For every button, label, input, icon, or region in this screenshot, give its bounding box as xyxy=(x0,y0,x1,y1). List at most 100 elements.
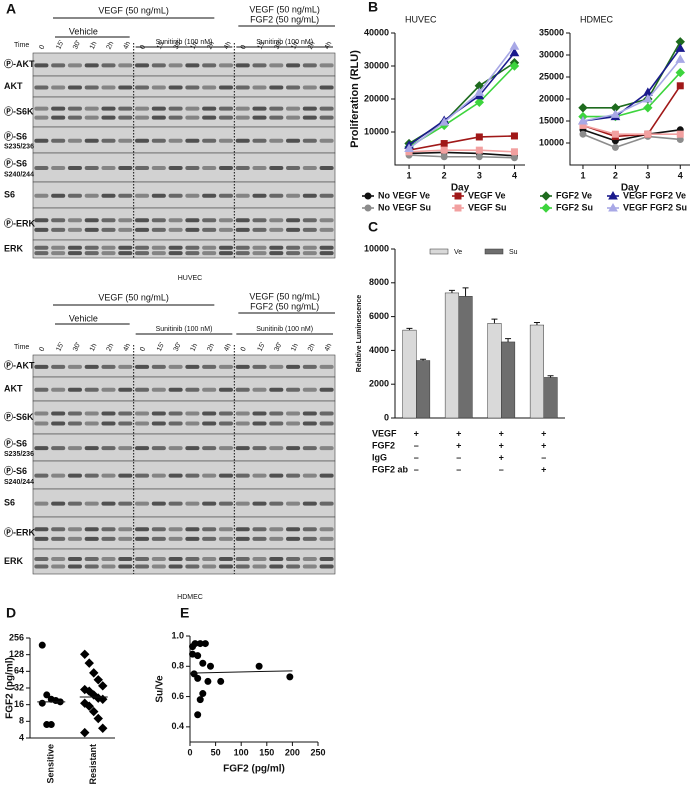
blot-band xyxy=(51,473,66,478)
blot-band xyxy=(286,473,301,478)
marker xyxy=(194,711,202,719)
blot-band xyxy=(185,138,200,143)
condition-label: VEGF xyxy=(372,428,397,438)
blot-band xyxy=(269,63,284,68)
x-axis-label: FGF2 (pg/ml) xyxy=(223,764,285,775)
bar xyxy=(458,296,473,419)
series-line xyxy=(408,135,515,151)
lane-label: 0 xyxy=(240,44,248,51)
blot-band xyxy=(168,364,183,369)
row-label: Ⓟ-S6K xyxy=(4,105,34,116)
blot-band xyxy=(269,536,284,541)
blot-band xyxy=(185,63,200,68)
blot-band xyxy=(168,536,183,541)
blot-band xyxy=(118,245,133,250)
series-line xyxy=(408,45,516,150)
blot-band xyxy=(151,501,166,506)
y-tick-label: 6000 xyxy=(369,311,389,321)
blot-band xyxy=(202,446,217,451)
marker xyxy=(194,652,202,660)
blot-band xyxy=(84,473,99,478)
blot-band xyxy=(302,245,317,250)
blot-band xyxy=(118,564,133,569)
marker xyxy=(80,684,90,695)
blot-band xyxy=(51,106,66,111)
blot-row xyxy=(32,376,336,402)
marker xyxy=(510,148,518,156)
blot-band xyxy=(252,364,267,369)
blot-band xyxy=(185,557,200,561)
blot-band xyxy=(168,63,183,68)
blot-band xyxy=(67,387,82,392)
blot-band xyxy=(67,218,82,223)
blot-band xyxy=(269,364,284,369)
blot-band xyxy=(151,564,166,569)
marker xyxy=(642,93,653,103)
series-line xyxy=(582,133,681,149)
blot-band xyxy=(235,193,250,198)
blot-band xyxy=(319,63,334,68)
blot-band xyxy=(269,115,284,120)
blot-band xyxy=(135,245,150,250)
blot-band xyxy=(168,193,183,198)
lane-label: 1h xyxy=(89,41,99,51)
blot-band xyxy=(51,411,66,416)
blot-band xyxy=(67,557,82,561)
blot-band xyxy=(185,218,200,223)
x-tick-label: 0 xyxy=(187,747,192,757)
marker xyxy=(675,54,686,63)
blot-band xyxy=(67,193,82,198)
condition-sign: + xyxy=(541,428,546,438)
marker xyxy=(89,706,99,717)
blot-band xyxy=(302,218,317,223)
marker xyxy=(541,191,551,201)
marker xyxy=(364,192,372,200)
blot-band xyxy=(67,364,82,369)
row-site: S240/244 xyxy=(4,172,34,179)
blot-band xyxy=(101,473,116,478)
marker xyxy=(643,103,653,113)
blot-band xyxy=(286,85,301,90)
bar xyxy=(444,292,459,419)
x-tick-label: 2 xyxy=(442,170,447,180)
blot-band xyxy=(235,85,250,90)
blot-band xyxy=(286,245,301,250)
legend-label: No VEGF Su xyxy=(378,202,431,212)
blot-band xyxy=(101,421,116,426)
blot-band xyxy=(319,245,334,250)
blot-band xyxy=(185,227,200,232)
blot-band xyxy=(34,218,49,223)
blot-band xyxy=(235,166,250,171)
blot-band xyxy=(118,421,133,426)
marker xyxy=(509,47,520,57)
blot-band xyxy=(34,564,49,569)
legend-label: VEGF FGF2 Ve xyxy=(623,190,686,200)
blot-band xyxy=(302,364,317,369)
blot-band xyxy=(202,364,217,369)
marker xyxy=(440,146,448,154)
blot-band xyxy=(252,564,267,569)
blot-band xyxy=(218,411,233,416)
blot-band xyxy=(34,193,49,198)
row-label: Ⓟ-S6 xyxy=(4,465,27,476)
blot-band xyxy=(202,63,217,68)
blot-band xyxy=(319,564,334,569)
lane-label: 0 xyxy=(139,44,147,51)
y-tick-label: 256 xyxy=(9,632,24,642)
blot-band xyxy=(151,115,166,120)
blot-band xyxy=(51,421,66,426)
lane-label: 0 xyxy=(39,346,47,353)
blot-band xyxy=(235,564,250,569)
blot-band xyxy=(286,387,301,392)
blot-band xyxy=(84,115,99,120)
blot-band xyxy=(151,387,166,392)
blot-band xyxy=(269,527,284,532)
blot-band xyxy=(252,421,267,426)
row-label: Ⓟ-ERK xyxy=(4,526,35,537)
blot-band xyxy=(84,411,99,416)
lane-label: 30' xyxy=(72,341,82,352)
marker xyxy=(578,115,588,125)
blot-band xyxy=(67,85,82,90)
blot-band xyxy=(151,138,166,143)
condition-sign: + xyxy=(541,464,546,474)
